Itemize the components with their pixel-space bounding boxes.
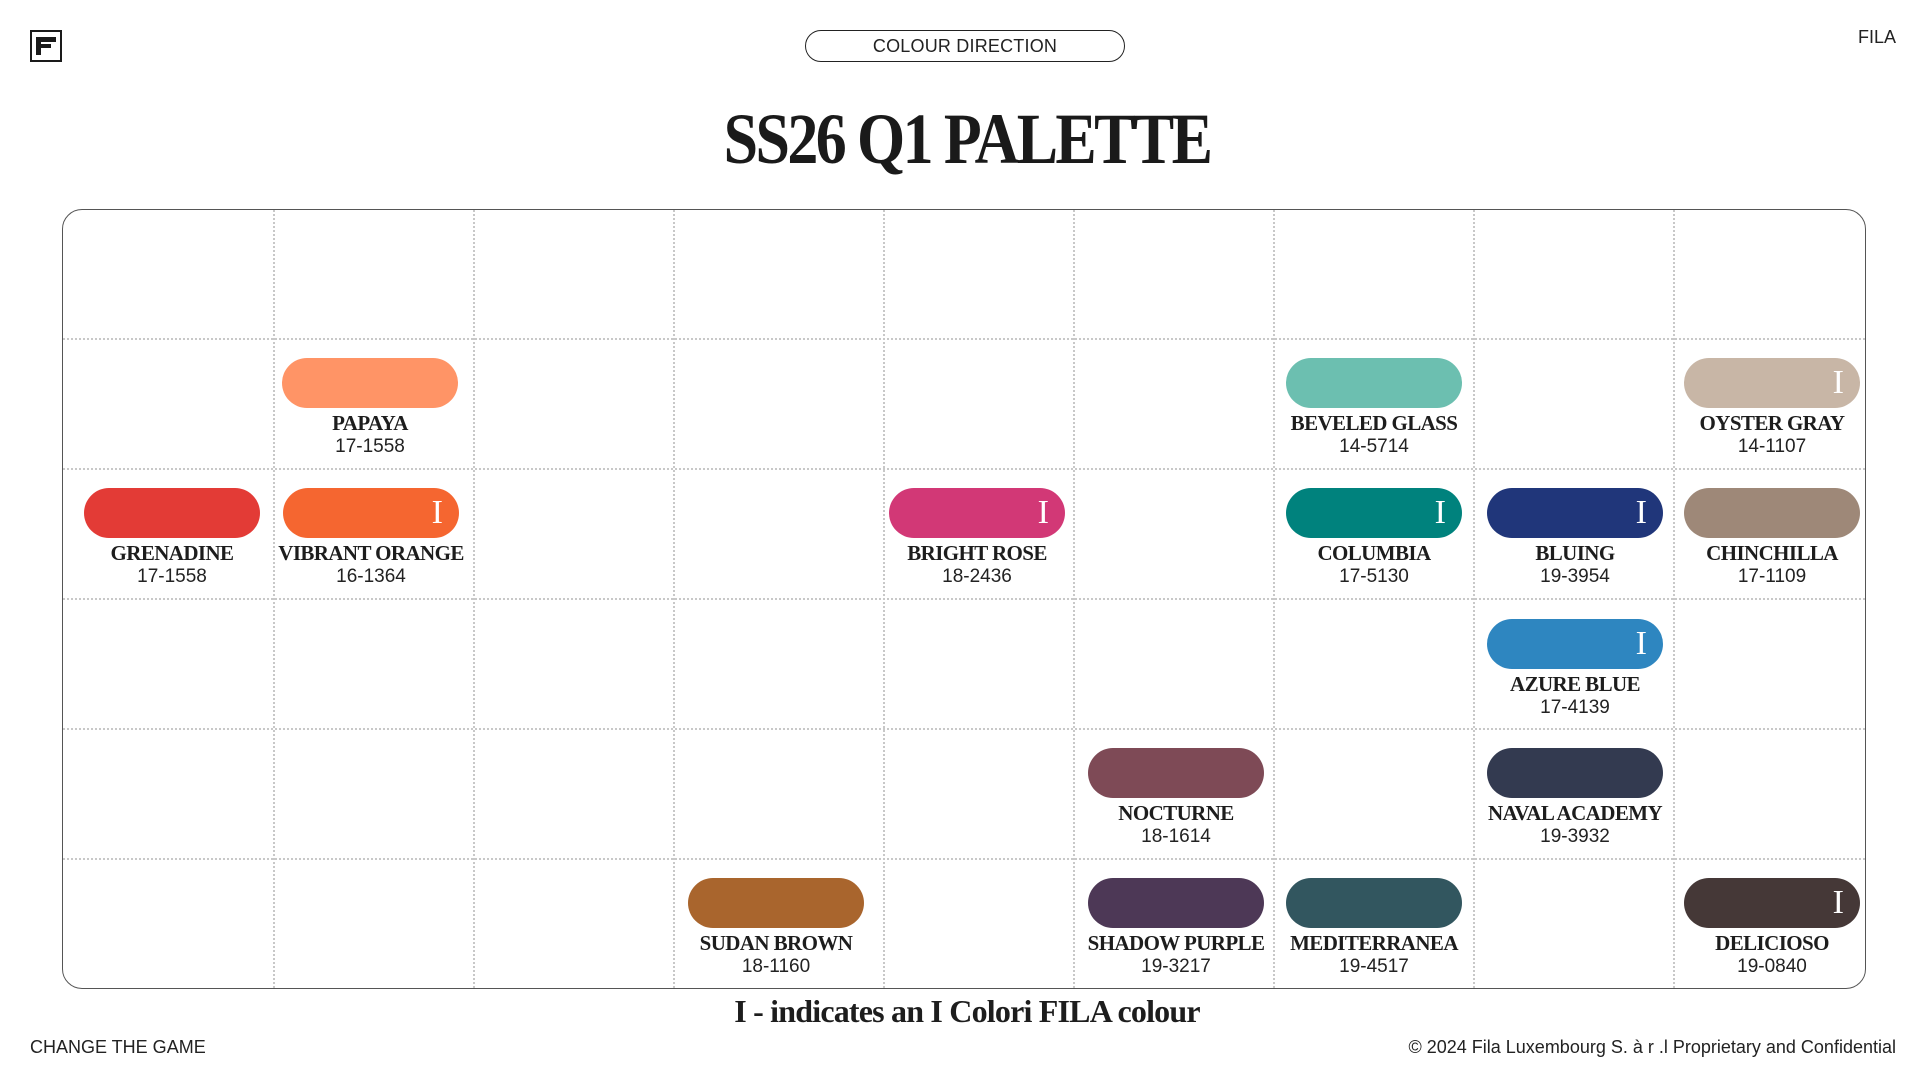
swatch-beveled-glass — [1286, 358, 1462, 408]
colour-code: 17-1558 — [335, 436, 405, 457]
footer-copyright: © 2024 Fila Luxembourg S. à r .l Proprie… — [1408, 1037, 1896, 1057]
colour-code: 19-3217 — [1141, 956, 1211, 977]
footer-tagline: CHANGE THE GAME — [30, 1037, 206, 1057]
colour-code: 18-1614 — [1141, 826, 1211, 847]
colour-code: 17-1109 — [1737, 566, 1807, 587]
swatch-chinchilla — [1684, 488, 1860, 538]
i-colori-mark: I — [1832, 884, 1844, 921]
colour-name: BEVELED GLASS — [1290, 411, 1458, 435]
swatch-oyster-gray: I — [1684, 358, 1860, 408]
colour-name: MEDITERRANEA — [1290, 931, 1458, 955]
colour-name: DELICIOSO — [1715, 931, 1829, 955]
i-colori-mark: I — [1635, 494, 1647, 531]
colour-code: 19-3954 — [1540, 566, 1610, 587]
colour-code: 16-1364 — [336, 566, 406, 587]
brand-label: FILA — [1857, 27, 1896, 47]
i-colori-note: I - indicates an I Colori FILA colour — [734, 993, 1200, 1029]
colour-code: 19-4517 — [1339, 956, 1409, 977]
colour-name: SHADOW PURPLE — [1087, 931, 1265, 955]
colour-name: AZURE BLUE — [1510, 672, 1641, 696]
swatch-vibrant-orange: I — [283, 488, 459, 538]
swatch-papaya — [282, 358, 458, 408]
swatch-columbia: I — [1286, 488, 1462, 538]
swatch-grenadine — [84, 488, 260, 538]
colour-code: 17-1558 — [137, 566, 207, 587]
colour-name: OYSTER GRAY — [1699, 411, 1846, 435]
colour-code: 17-5130 — [1339, 566, 1409, 587]
swatch-bluing: I — [1487, 488, 1663, 538]
swatch-mediterranea — [1286, 878, 1462, 928]
colour-name: NOCTURNE — [1118, 801, 1234, 825]
grid-line — [63, 338, 1865, 340]
colour-code: 18-2436 — [942, 566, 1012, 587]
i-colori-mark: I — [1832, 364, 1844, 401]
colour-name: CHINCHILLA — [1706, 541, 1838, 565]
colour-name: COLUMBIA — [1317, 541, 1431, 565]
swatch-nocturne — [1088, 748, 1264, 798]
swatch-shadow-purple — [1088, 878, 1264, 928]
colour-name: BRIGHT ROSE — [907, 541, 1047, 565]
colour-name: GRENADINE — [110, 541, 235, 565]
colour-code: 19-3932 — [1540, 826, 1610, 847]
page-title: SS26 Q1 PALETTE — [723, 99, 1213, 179]
grid-line — [63, 468, 1865, 470]
colour-direction-pill: COLOUR DIRECTION — [805, 30, 1125, 62]
swatch-bright-rose: I — [889, 488, 1065, 538]
colour-name: SUDAN BROWN — [699, 931, 853, 955]
fila-f-logo-icon — [30, 30, 62, 62]
swatch-naval-academy — [1487, 748, 1663, 798]
i-colori-mark: I — [1037, 494, 1049, 531]
i-colori-mark: I — [1434, 494, 1446, 531]
grid-line — [63, 598, 1865, 600]
swatch-delicioso: I — [1684, 878, 1860, 928]
colour-name: NAVAL ACADEMY — [1487, 801, 1663, 825]
colour-code: 19-0840 — [1737, 956, 1807, 977]
i-colori-mark: I — [431, 494, 443, 531]
colour-code: 17-4139 — [1540, 697, 1610, 718]
colour-code: 14-1107 — [1737, 436, 1807, 457]
swatch-sudan-brown — [688, 878, 864, 928]
colour-name: BLUING — [1535, 541, 1615, 565]
colour-code: 18-1160 — [741, 956, 811, 977]
palette-board: PAPAYA 17-1558 BEVELED GLASS 14-5714 I O… — [62, 209, 1866, 989]
grid-line — [63, 858, 1865, 860]
grid-line — [63, 728, 1865, 730]
colour-name: PAPAYA — [332, 411, 408, 435]
colour-name: VIBRANT ORANGE — [278, 541, 464, 565]
swatch-azure-blue: I — [1487, 619, 1663, 669]
i-colori-mark: I — [1635, 625, 1647, 662]
colour-code: 14-5714 — [1339, 436, 1409, 457]
